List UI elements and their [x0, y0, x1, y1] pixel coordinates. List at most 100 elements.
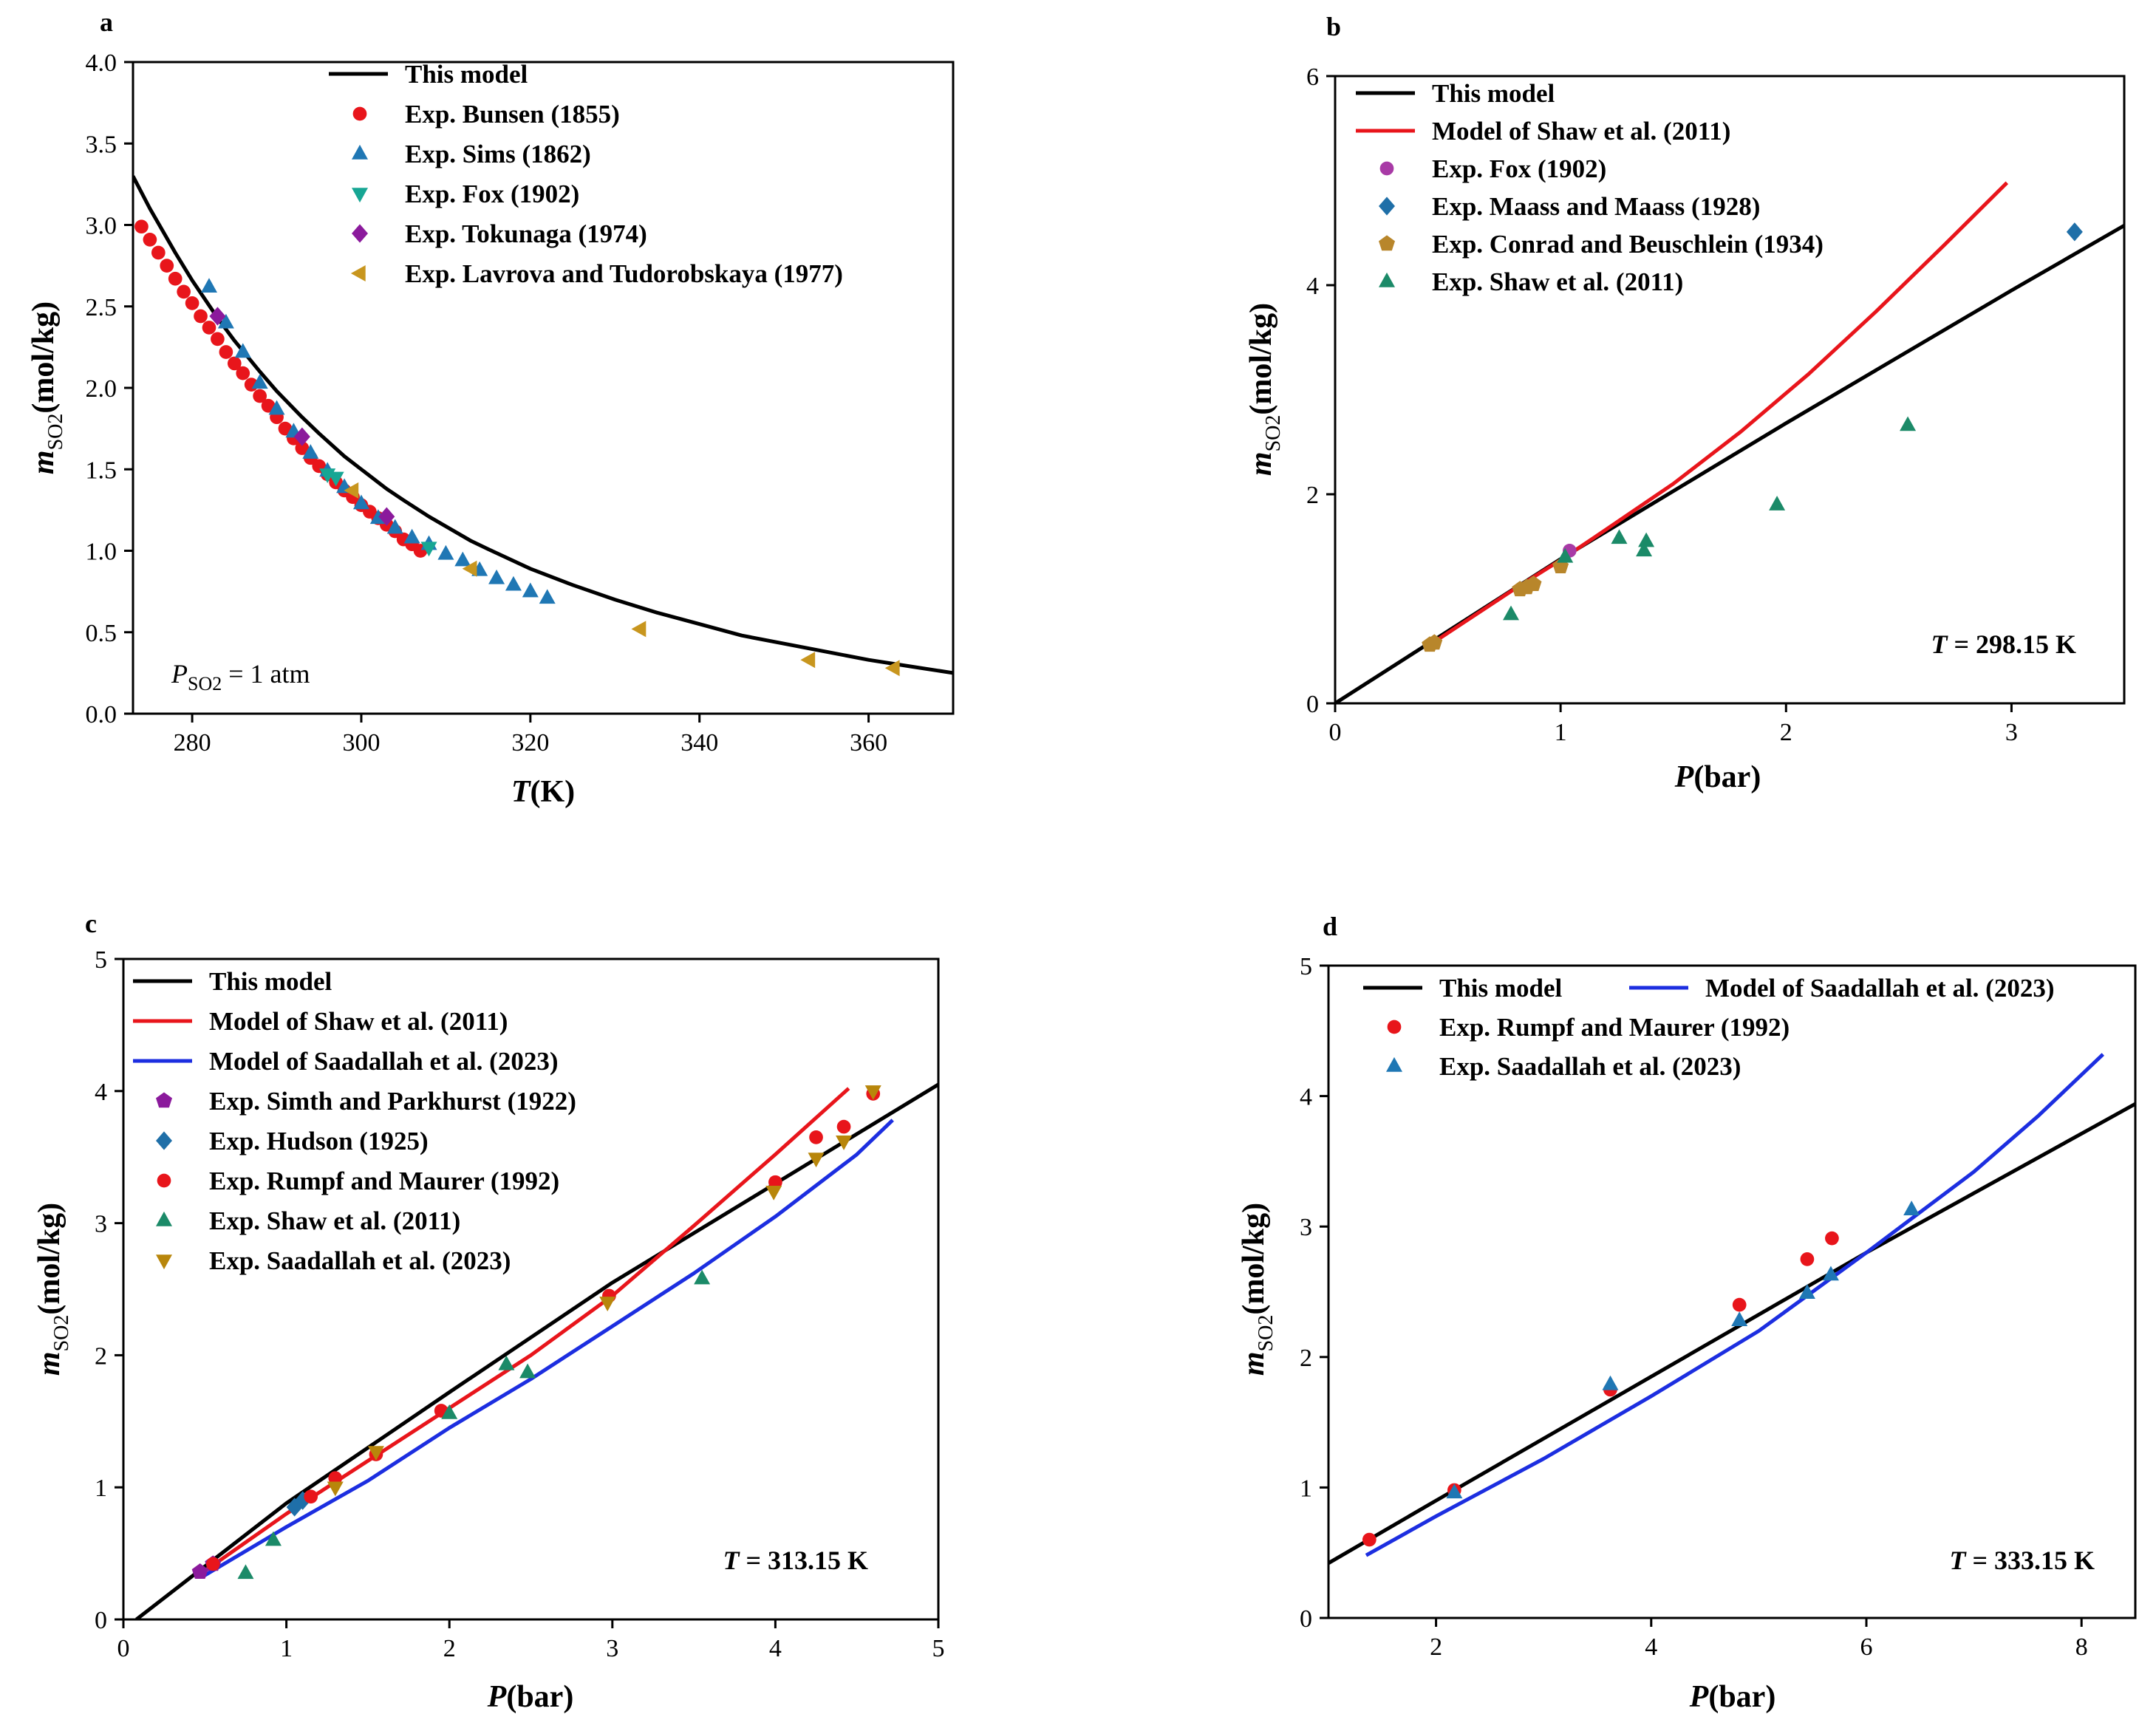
data-point — [1602, 1375, 1619, 1390]
legend-marker-swatch — [156, 1211, 172, 1226]
legend-item: Model of Saadallah et al. (2023) — [1629, 974, 2054, 1003]
data-point — [1638, 532, 1655, 547]
annotation-value: = 298.15 K — [1947, 629, 2076, 659]
panel-label: d — [1323, 912, 1337, 941]
data-point — [864, 1085, 881, 1100]
data-point — [454, 551, 471, 567]
data-point — [1825, 1231, 1839, 1246]
legend-label: Model of Shaw et al. (2011) — [1432, 117, 1730, 146]
condition-annotation: T = 333.15 K — [1949, 1546, 2095, 1575]
x-tick-label: 5 — [932, 1635, 945, 1662]
data-point — [160, 259, 174, 273]
data-point — [1446, 1483, 1463, 1499]
data-point — [884, 660, 900, 677]
data-point — [519, 1363, 536, 1379]
legend-item: Exp. Shaw et al. (2011) — [156, 1206, 460, 1235]
data-point — [177, 284, 191, 299]
legend-marker-swatch — [350, 265, 366, 281]
legend-label: Exp. Fox (1902) — [405, 180, 579, 208]
data-point — [237, 1564, 254, 1580]
series-line — [1328, 1102, 2135, 1565]
x-tick-label: 4 — [1645, 1633, 1657, 1661]
legend-item: This model — [133, 967, 332, 996]
axes-frame — [1327, 964, 2137, 1619]
y-tick-label: 3 — [1300, 1214, 1312, 1241]
y-tick-label: 4 — [1300, 1084, 1312, 1111]
y-tick-label: 1 — [95, 1475, 107, 1502]
data-point — [302, 444, 319, 459]
legend-marker-swatch — [352, 106, 367, 121]
x-tick-label: 4 — [769, 1635, 782, 1662]
legend-item: Exp. Tokunaga (1974) — [352, 219, 647, 248]
data-point — [765, 1185, 782, 1201]
series-line — [1365, 1053, 2105, 1557]
data-point — [344, 482, 359, 499]
data-point — [1903, 1201, 1920, 1215]
legend-label: Exp. Shaw et al. (2011) — [209, 1206, 460, 1235]
x-tick-label: 0 — [1329, 719, 1342, 746]
data-point — [488, 569, 505, 584]
data-point — [194, 309, 208, 324]
y-tick-label: 3.0 — [86, 213, 117, 240]
y-tick-label: 0 — [1300, 1605, 1312, 1633]
data-point — [151, 245, 166, 260]
data-point — [1525, 576, 1542, 591]
legend-marker-swatch — [352, 224, 368, 243]
x-axis-label-symbol: P — [1674, 760, 1694, 794]
y-tick-label: 0 — [95, 1607, 107, 1634]
legend-label: Model of Saadallah et al. (2023) — [209, 1047, 558, 1076]
y-axis-label-subscript: SO2 — [1262, 415, 1285, 452]
x-axis-label-unit: (bar) — [1693, 760, 1761, 794]
annotation-symbol: T — [723, 1546, 740, 1575]
y-axis-label-symbol: m — [1244, 451, 1278, 476]
annotation-symbol: T — [1931, 629, 1948, 659]
data-point — [808, 1153, 825, 1168]
y-axis-label-symbol: m — [1237, 1351, 1271, 1376]
legend-item: Model of Shaw et al. (2011) — [133, 1007, 508, 1036]
data-point — [800, 652, 816, 669]
data-point — [386, 519, 403, 534]
annotation-value: = 333.15 K — [1965, 1546, 2095, 1575]
data-point — [217, 313, 234, 329]
data-point — [253, 389, 267, 403]
plot-area — [135, 1082, 938, 1619]
data-point — [836, 1136, 853, 1150]
data-point — [1769, 496, 1786, 511]
data-point — [1636, 542, 1653, 557]
y-tick-label: 2.5 — [86, 294, 117, 321]
legend-label: Exp. Shaw et al. (2011) — [1432, 267, 1683, 296]
data-point — [694, 1269, 711, 1285]
legend-item: Exp. Maass and Maass (1928) — [1379, 192, 1760, 221]
y-tick-label: 2 — [1300, 1345, 1312, 1372]
x-tick-label: 2 — [1780, 719, 1792, 746]
x-tick-label: 1 — [1555, 719, 1567, 746]
y-tick-label: 2 — [95, 1342, 107, 1370]
data-point — [205, 1557, 220, 1571]
data-point — [191, 1563, 208, 1579]
legend-item: Exp. Rumpf and Maurer (1992) — [1387, 1013, 1790, 1042]
legend-label: This model — [1439, 974, 1563, 1003]
legend-label: Exp. Conrad and Beuschlein (1934) — [1432, 230, 1824, 259]
legend-marker-swatch — [157, 1173, 171, 1188]
data-point — [420, 542, 437, 557]
data-point — [304, 1489, 318, 1504]
y-axis-label-subscript: SO2 — [50, 1315, 73, 1352]
legend-marker-swatch — [352, 144, 368, 160]
annotation-subscript: SO2 — [188, 673, 222, 694]
legend-item: Exp. Bunsen (1855) — [352, 100, 620, 129]
legend-label: Exp. Simth and Parkhurst (1922) — [209, 1087, 576, 1116]
x-axis-label-symbol: T — [511, 775, 532, 809]
data-point — [185, 296, 199, 310]
data-point — [236, 366, 250, 380]
condition-annotation: T = 313.15 K — [723, 1546, 868, 1575]
legend: This model Exp. Bunsen (1855) Exp. Sims (1… — [329, 60, 843, 288]
data-point — [631, 621, 647, 638]
legend-label: Model of Saadallah et al. (2023) — [1705, 974, 2054, 1003]
panel-label: c — [85, 909, 97, 938]
chart-panel-d: d 2 4 6 8 0 1 2 3 4 5 P(bar) mSO2(mol/kg) T = 333.15 … — [1237, 912, 2137, 1714]
data-point — [209, 307, 226, 326]
data-point — [441, 1404, 458, 1419]
x-tick-label: 340 — [680, 729, 718, 757]
y-axis-label: mSO2(mol/kg) — [1237, 1203, 1277, 1376]
